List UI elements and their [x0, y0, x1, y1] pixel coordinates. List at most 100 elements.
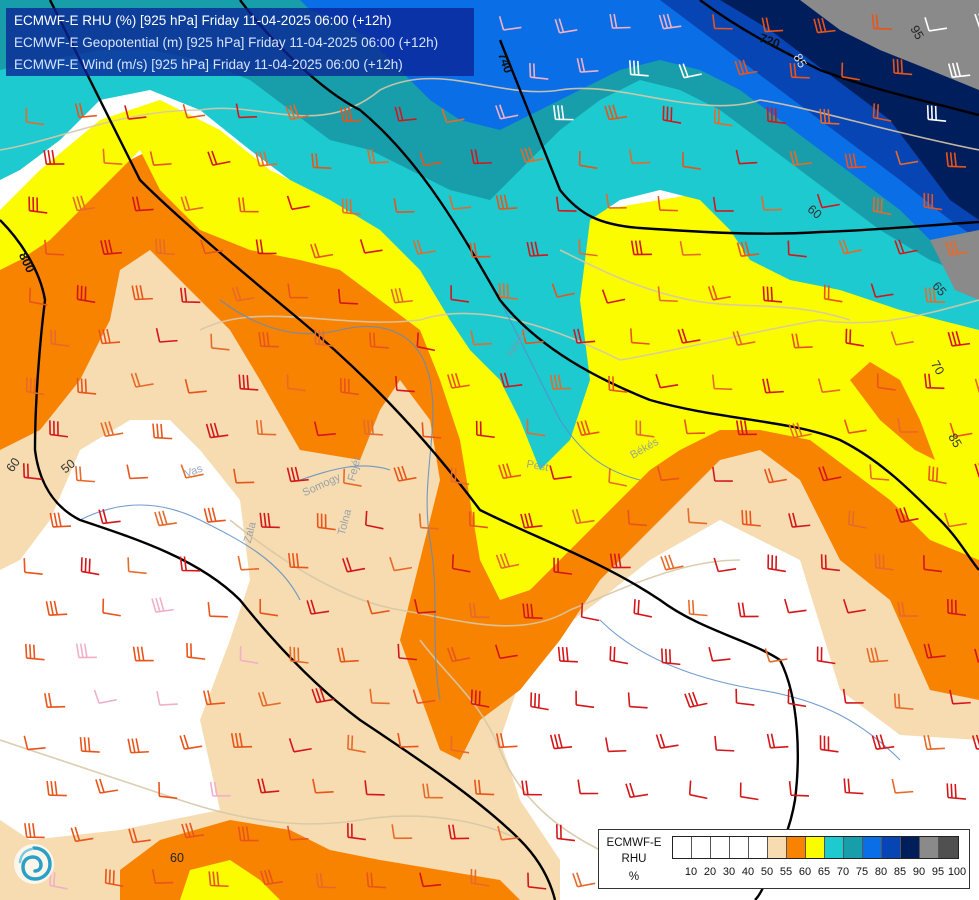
wind-barb-icon — [766, 733, 789, 749]
wind-barb-icon — [498, 16, 522, 31]
wind-barb-icon — [843, 778, 864, 795]
wind-barb-icon — [819, 735, 839, 753]
wind-barb-icon — [844, 153, 867, 169]
wind-barb-icon — [845, 328, 864, 347]
isohypse-740 — [239, 0, 979, 571]
wind-barb-icon — [76, 378, 97, 395]
wind-barb-icon — [422, 783, 443, 799]
wind-barb-icon — [494, 644, 518, 660]
wind-barb-icon — [359, 239, 383, 254]
wind-barb-icon — [23, 735, 46, 751]
wind-barb-icon — [152, 423, 173, 440]
legend-swatch — [882, 837, 901, 858]
wind-barb-icon — [79, 736, 100, 753]
wind-barb-icon — [343, 468, 362, 487]
wind-barb-icon — [151, 597, 174, 613]
wind-barb-icon — [633, 599, 652, 618]
wind-barb-icon — [788, 422, 812, 439]
wind-barb-icon — [391, 824, 413, 840]
legend-tick-label: 40 — [741, 866, 755, 878]
wind-barb-icon — [158, 782, 178, 800]
wind-barb-icon — [155, 238, 175, 256]
legend-swatch — [901, 837, 920, 858]
legend-tick-label: 50 — [760, 866, 774, 878]
country-border — [199, 299, 979, 361]
wind-barb-icon — [551, 283, 575, 298]
isohypse-label-720: 720 — [757, 31, 781, 51]
wind-barb-icon — [549, 374, 572, 390]
wind-barb-icon — [708, 646, 731, 662]
wind-barb-icon — [495, 194, 518, 210]
wind-barb-icon — [127, 557, 147, 575]
isohypse-740-north — [498, 39, 979, 235]
wind-barb-icon — [872, 196, 892, 216]
legend-tick-label: 30 — [722, 866, 736, 878]
wind-barb-icon — [468, 602, 490, 619]
wind-barb-icon — [892, 58, 913, 76]
wind-barb-icon — [390, 287, 413, 304]
wind-barb-icon — [521, 329, 544, 345]
wind-barb-icon — [237, 555, 260, 571]
wind-barb-icon — [76, 285, 96, 304]
wind-barb-icon — [609, 13, 631, 29]
legend-swatch — [692, 837, 711, 858]
wind-barb-icon — [683, 419, 706, 435]
wind-barb-icon — [416, 332, 436, 352]
wind-barb-icon — [928, 465, 947, 485]
wind-barb-icon — [25, 107, 45, 126]
wind-barb-icon — [341, 198, 361, 216]
river — [219, 299, 441, 701]
wind-barb-icon — [732, 330, 756, 346]
legend-swatch — [806, 837, 825, 858]
wind-barb-icon — [760, 195, 783, 211]
wind-barb-icon — [571, 508, 595, 525]
wind-barb-icon — [572, 872, 596, 888]
wind-barb-icon — [871, 14, 892, 30]
wind-barb-icon — [340, 377, 359, 396]
wind-barb-icon — [787, 689, 807, 708]
wind-barb-icon — [151, 869, 174, 884]
wind-barb-icon — [363, 419, 384, 436]
wind-barb-icon — [629, 60, 649, 77]
wind-barb-icon — [104, 868, 124, 888]
wind-barb-icon — [421, 422, 442, 439]
wind-barb-icon — [526, 418, 546, 437]
wind-barb-icon — [662, 105, 682, 124]
wind-barb-icon — [255, 239, 277, 255]
country-border — [0, 739, 521, 841]
wind-barb-icon — [944, 240, 969, 257]
wind-barb-icon — [741, 510, 761, 527]
logo-icon — [14, 844, 54, 884]
country-border — [0, 77, 979, 151]
wind-barb-icon — [397, 732, 419, 748]
wind-barb-icon — [924, 373, 945, 390]
rhu-label: 95 — [907, 23, 926, 42]
wind-barb-icon — [156, 691, 178, 706]
legend-swatch — [711, 837, 730, 858]
wind-barb-icon — [949, 422, 973, 438]
legend-swatch — [673, 837, 692, 858]
wind-barb-icon — [22, 463, 43, 481]
wind-barb-icon — [655, 373, 679, 389]
legend-tick-label: 85 — [893, 866, 907, 878]
wind-barb-icon — [155, 328, 178, 343]
wind-barb-icon — [604, 104, 628, 121]
wind-barb-icon — [816, 646, 836, 665]
wind-barb-icon — [712, 14, 733, 30]
wind-barb-icon — [924, 287, 946, 304]
wind-barb-icon — [207, 602, 228, 618]
wind-barb-icon — [677, 328, 701, 344]
wind-barb-icon — [186, 642, 206, 660]
wind-barb-icon — [311, 153, 332, 169]
legend-swatch — [749, 837, 768, 858]
wind-barb-icon — [848, 510, 867, 529]
isohypse-label-740: 740 — [495, 51, 515, 75]
wind-barb-icon — [608, 375, 628, 393]
wind-barb-icon — [393, 198, 415, 213]
wind-barb-icon — [450, 467, 470, 486]
wind-barb-icon — [182, 103, 206, 119]
wind-barb-icon — [787, 240, 807, 258]
legend-tick-label: 20 — [703, 866, 717, 878]
